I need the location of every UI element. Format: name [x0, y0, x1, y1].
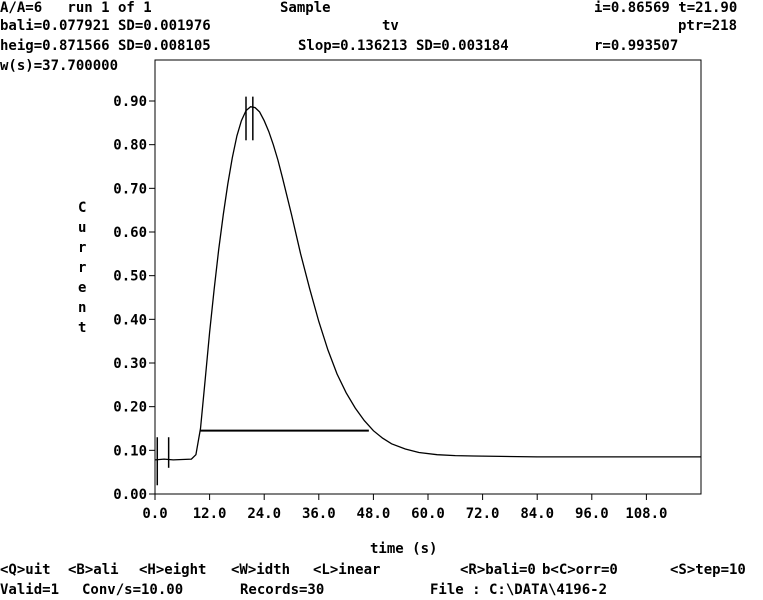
y-axis-label-char: r — [78, 260, 87, 276]
menu-height[interactable]: <H>eight — [139, 562, 207, 578]
menu-rbali[interactable]: <R>bali=0 — [460, 562, 536, 578]
x-tick-label: 108.0 — [625, 506, 667, 522]
y-tick-label: 0.70 — [113, 181, 147, 197]
header-ptr: ptr=218 — [678, 18, 738, 34]
x-tick-label: 60.0 — [411, 506, 445, 522]
menu-width[interactable]: <W>idth — [231, 562, 291, 578]
x-tick-label: 96.0 — [575, 506, 609, 522]
y-tick-label: 0.50 — [113, 269, 147, 285]
header-sample-label: Sample — [280, 0, 331, 16]
x-axis-label: time (s) — [370, 541, 438, 557]
y-tick-label: 0.90 — [113, 94, 147, 110]
series-group — [154, 96, 701, 486]
x-tick-label: 48.0 — [357, 506, 391, 522]
y-tick-label: 0.40 — [113, 312, 147, 328]
header-slope: Slop=0.136213 SD=0.003184 — [298, 38, 509, 54]
status-file: File : C:\DATA\4196-2 — [430, 582, 608, 598]
y-tick-label: 0.30 — [113, 356, 147, 372]
header-run-info: A/A=6 run 1 of 1 — [0, 0, 152, 16]
y-axis-label-char: e — [78, 280, 87, 296]
header-cursor-readout: i=0.86569 t=21.90 — [594, 0, 738, 16]
y-tick-label: 0.80 — [113, 138, 147, 154]
x-tick-label: 72.0 — [466, 506, 500, 522]
y-axis-label-char: n — [78, 300, 87, 316]
header-height: heig=0.871566 SD=0.008105 — [0, 38, 211, 54]
x-tick-label: 24.0 — [247, 506, 281, 522]
y-axis-label-char: C — [78, 200, 87, 216]
x-tick-label: 0.0 — [142, 506, 167, 522]
y-tick-label: 0.60 — [113, 225, 147, 241]
series-line — [154, 106, 701, 461]
status-conv: Conv/s=10.00 — [82, 582, 184, 598]
menu-linear[interactable]: <L>inear — [313, 562, 381, 578]
menu-bali[interactable]: <B>ali — [68, 562, 119, 578]
header-tv: tv — [382, 18, 399, 34]
y-tick-label: 0.10 — [113, 443, 147, 459]
y-tick-label: 0.00 — [113, 487, 147, 503]
menu-step[interactable]: <S>tep=10 — [670, 562, 746, 578]
status-records: Records=30 — [240, 582, 325, 598]
y-axis-label-char: u — [78, 220, 87, 236]
x-tick-label: 36.0 — [302, 506, 336, 522]
header-bali: bali=0.077921 SD=0.001976 — [0, 18, 211, 34]
x-ticks: 0.0 12.0 24.0 36.0 48.0 60.0 72.0 84.0 96.0 108.0 — [142, 494, 667, 522]
x-tick-label: 12.0 — [193, 506, 227, 522]
header-width: w(s)=37.700000 — [0, 58, 119, 74]
plot-frame — [154, 59, 702, 495]
y-ticks: 0.00 0.10 0.20 0.30 0.40 0.50 0.60 0.70 0.80 0.90 — [113, 94, 155, 503]
status-valid: Valid=1 — [0, 582, 60, 598]
menu-corr[interactable]: b<C>orr=0 — [542, 562, 618, 578]
header-r-value: r=0.993507 — [594, 38, 679, 54]
y-tick-label: 0.20 — [113, 400, 147, 416]
y-axis-label-char: r — [78, 240, 87, 256]
menu-quit[interactable]: <Q>uit — [0, 562, 51, 578]
x-tick-label: 84.0 — [520, 506, 554, 522]
y-axis-label-char: t — [78, 320, 87, 336]
